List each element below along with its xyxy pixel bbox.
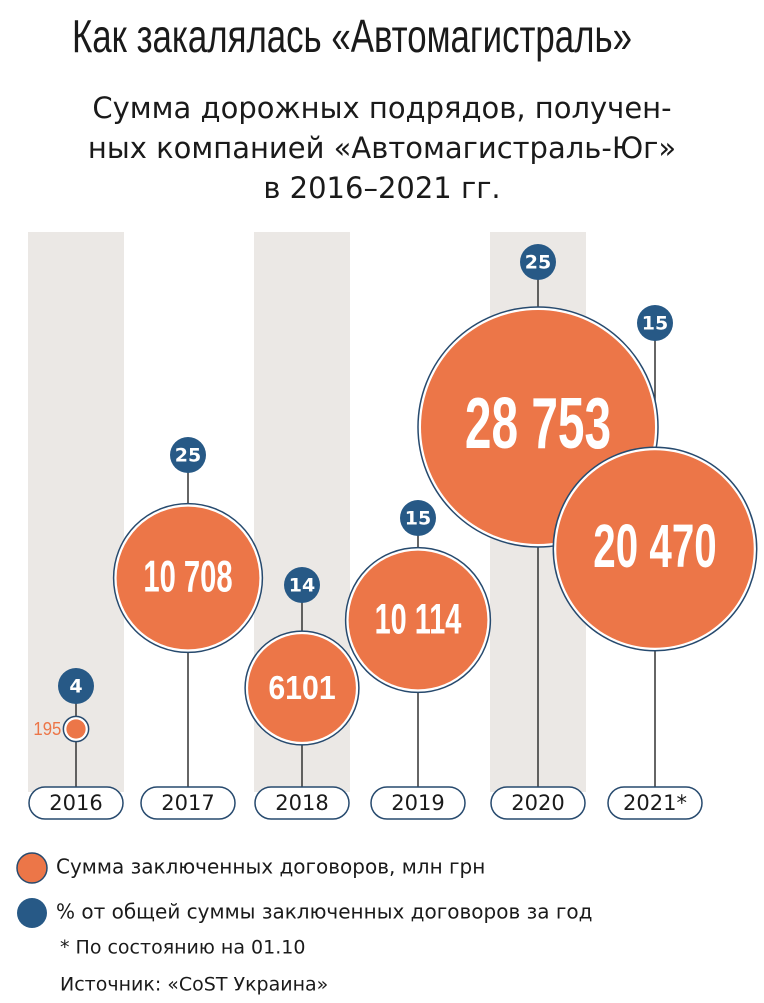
year-pill xyxy=(490,786,586,820)
percent-label: 4 xyxy=(69,676,82,698)
subtitle: Сумма дорожных подрядов, получен- xyxy=(92,91,671,125)
x-tick-label: 2017 xyxy=(161,791,214,815)
bubble xyxy=(248,634,356,742)
legend-marker xyxy=(16,852,48,884)
legend-label: % от общей суммы заключенных договоров з… xyxy=(56,900,592,924)
year-pill xyxy=(140,786,236,820)
percent-marker xyxy=(170,437,206,473)
year-pill xyxy=(28,786,124,820)
x-tick-label: 2016 xyxy=(49,791,102,815)
subtitle: ных компанией «Автомагистраль-Юг» xyxy=(88,131,676,165)
year-pill xyxy=(254,786,350,820)
percent-marker xyxy=(400,500,436,536)
legend-label: Сумма заключенных договоров, млн грн xyxy=(56,855,485,879)
value-label: 6101 xyxy=(268,670,335,707)
year-pill xyxy=(370,786,466,820)
subtitle: в 2016–2021 гг. xyxy=(263,171,500,205)
value-label: 20 470 xyxy=(593,512,716,580)
value-label: 195 xyxy=(33,719,61,739)
source: Источник: «CoST Украина» xyxy=(60,974,328,996)
percent-label: 25 xyxy=(525,252,551,274)
value-label: 28 753 xyxy=(465,383,611,464)
percent-label: 15 xyxy=(405,508,431,530)
percent-marker xyxy=(520,244,556,280)
bubble xyxy=(556,450,754,648)
chart-title: Как закалялась «Автомагистраль» xyxy=(72,10,632,62)
footnote: * По состоянию на 01.10 xyxy=(60,937,305,959)
x-tick-label: 2020 xyxy=(511,791,564,815)
percent-marker xyxy=(637,305,673,341)
value-label: 10 114 xyxy=(375,595,462,643)
bubble xyxy=(116,506,260,650)
percent-label: 14 xyxy=(289,575,315,597)
x-tick-label: 2021* xyxy=(623,791,687,815)
x-tick-label: 2018 xyxy=(275,791,328,815)
legend-marker xyxy=(17,898,47,928)
bubble xyxy=(348,550,488,690)
value-label: 10 708 xyxy=(143,553,232,602)
percent-label: 15 xyxy=(642,313,668,335)
x-tick-label: 2019 xyxy=(391,791,444,815)
percent-marker xyxy=(284,567,320,603)
percent-marker xyxy=(58,668,94,704)
bubble xyxy=(66,719,86,739)
year-pill xyxy=(607,786,703,820)
marks: 2016 195 4 2017 10 708 25 2018 6101 14 2019 10 114… xyxy=(28,244,758,820)
percent-label: 25 xyxy=(175,445,201,467)
